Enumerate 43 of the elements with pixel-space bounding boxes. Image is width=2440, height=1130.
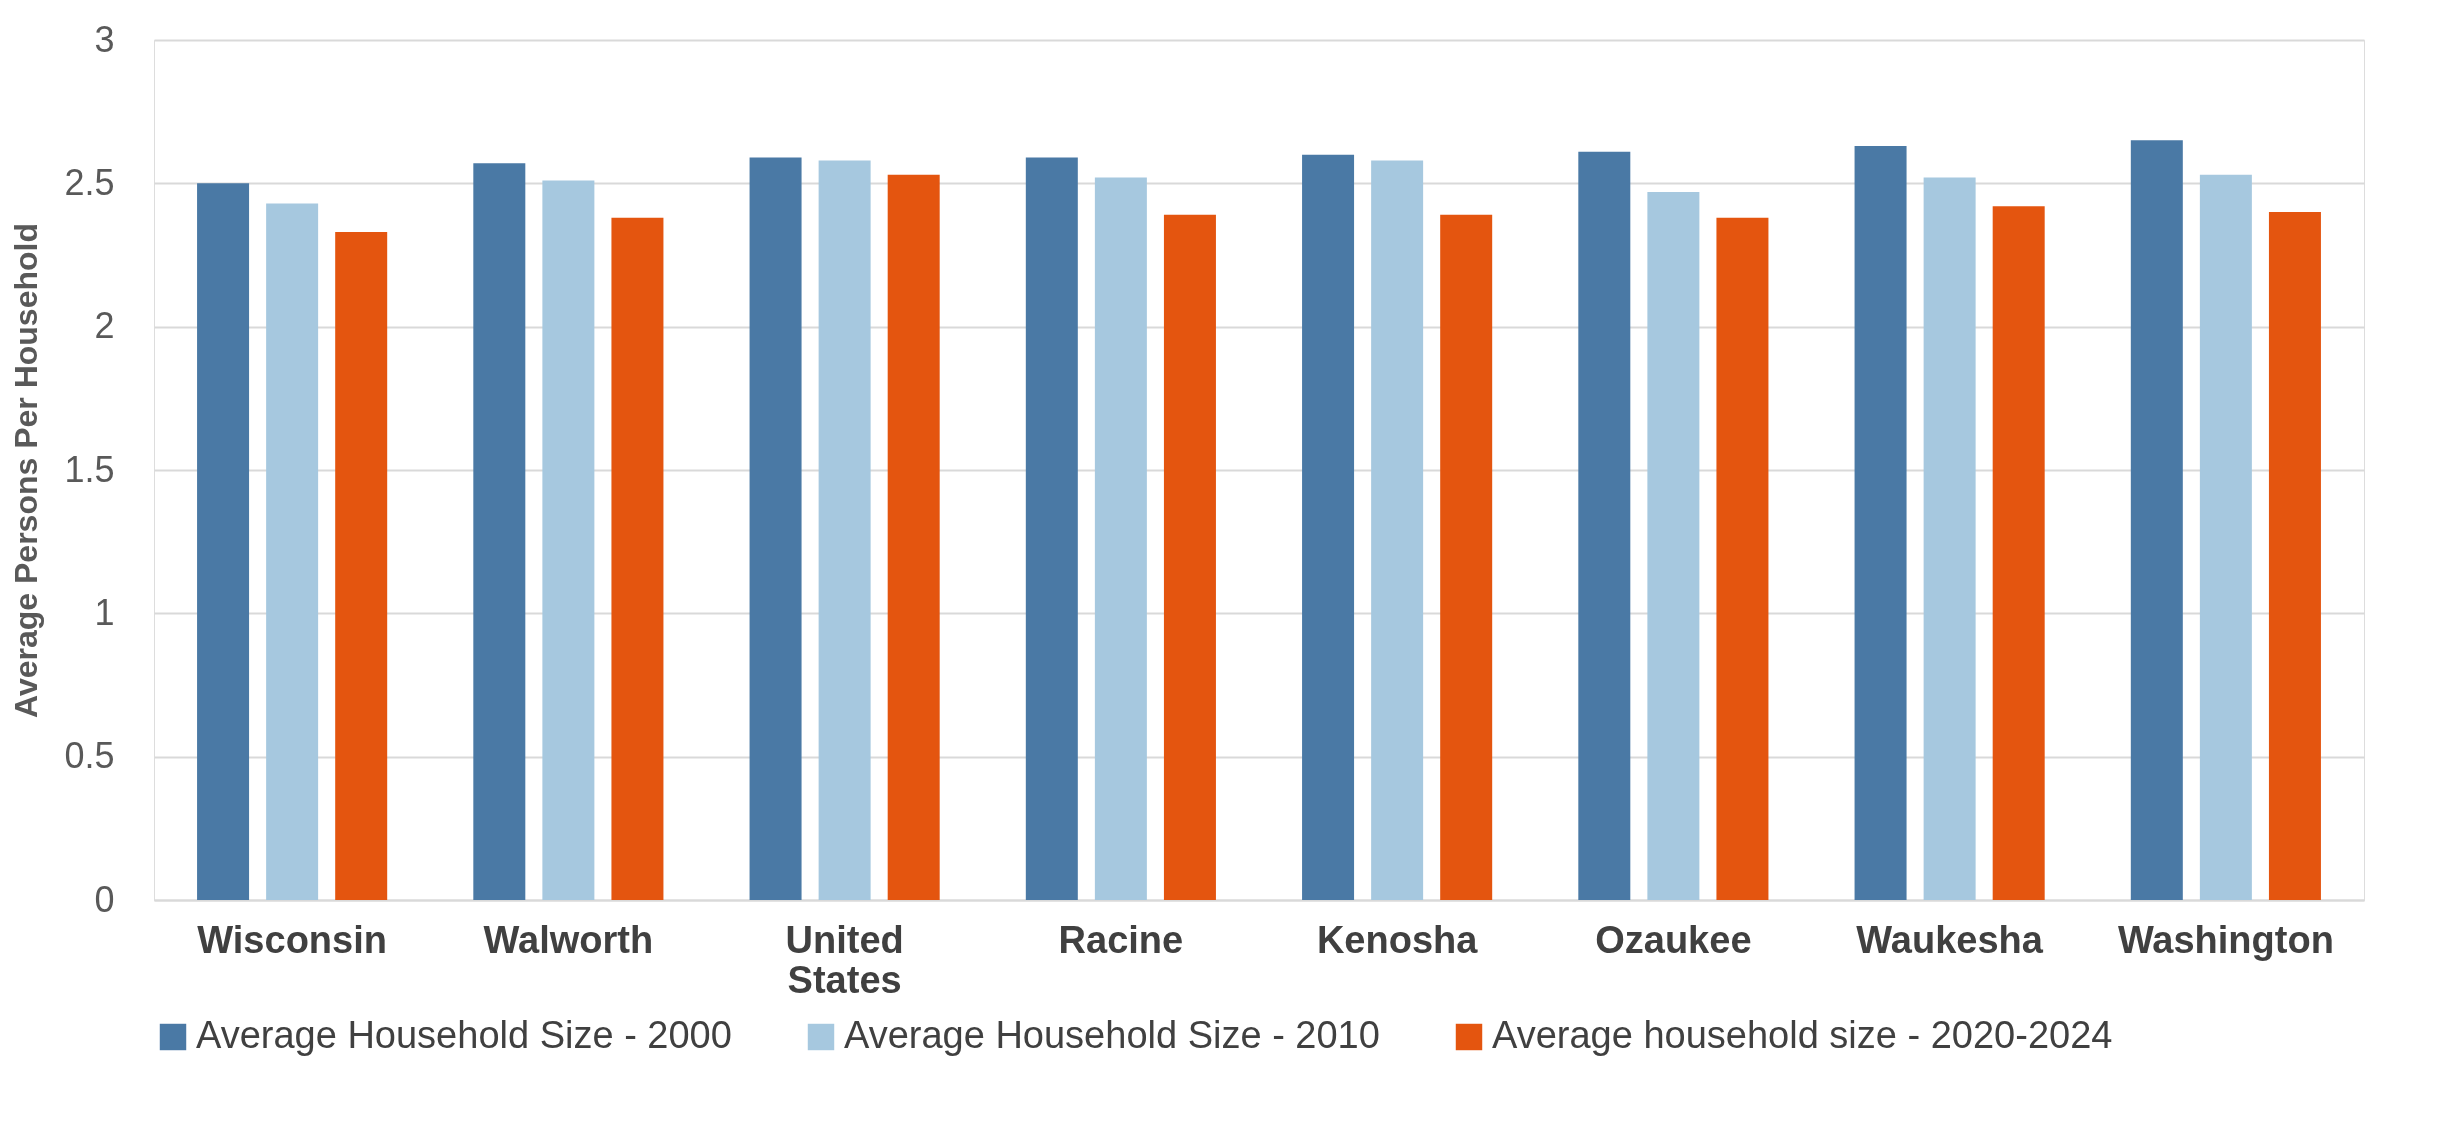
legend-label: Average Household Size - 2010	[844, 1014, 1380, 1056]
bar	[266, 203, 319, 900]
bar	[1025, 157, 1078, 900]
x-tick-label: Racine	[1058, 918, 1184, 961]
x-tick-label: Kenosha	[1316, 918, 1479, 961]
bar	[611, 217, 664, 900]
x-tick-label: Washington	[2117, 918, 2334, 961]
bar	[749, 157, 802, 900]
bar	[1371, 160, 1424, 900]
x-tick-label: Waukesha	[1856, 918, 2044, 961]
bar	[335, 232, 388, 900]
bar	[1854, 146, 1907, 900]
x-tick-label: Ozaukee	[1595, 918, 1752, 961]
y-tick-label: 2	[94, 305, 115, 347]
y-tick-label: 1.5	[64, 448, 115, 490]
legend-label: Average household size - 2020-2024	[1492, 1014, 2113, 1056]
bar	[473, 163, 526, 900]
bar	[1992, 206, 2045, 900]
y-tick-label: 0.5	[64, 735, 115, 777]
bar	[2268, 212, 2321, 900]
bar	[1302, 154, 1355, 900]
bar	[197, 183, 250, 900]
bar	[2130, 140, 2183, 900]
bar	[1578, 151, 1631, 900]
bar	[1923, 177, 1976, 900]
y-tick-label: 0	[94, 878, 115, 920]
bar	[1440, 214, 1493, 900]
x-tick-label: Walworth	[483, 918, 654, 961]
bar	[1716, 217, 1769, 900]
bar	[1094, 177, 1147, 900]
bar	[887, 174, 940, 900]
bar	[2199, 174, 2252, 900]
x-tick-label: Wisconsin	[197, 918, 387, 961]
bar	[542, 180, 595, 900]
bar	[1647, 191, 1700, 900]
y-axis-title: Average Persons Per Household	[8, 223, 45, 718]
y-tick-label: 2.5	[64, 161, 115, 203]
bar	[818, 160, 871, 900]
x-tick-label: United States	[785, 918, 904, 1001]
bar	[1163, 214, 1216, 900]
y-tick-label: 3	[94, 18, 115, 60]
y-tick-label: 1	[94, 591, 115, 633]
legend-label: Average Household Size - 2000	[196, 1014, 732, 1056]
